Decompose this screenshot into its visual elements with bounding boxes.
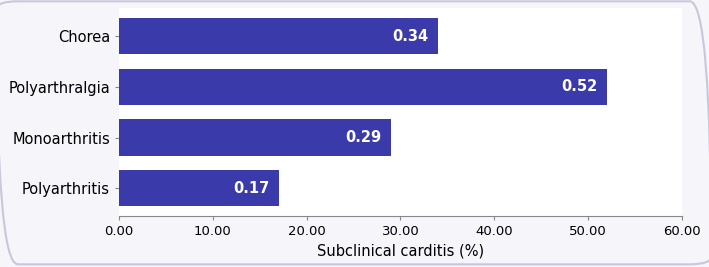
Text: 0.34: 0.34	[393, 29, 429, 44]
X-axis label: Subclinical carditis (%): Subclinical carditis (%)	[317, 244, 484, 259]
Text: 0.52: 0.52	[562, 79, 598, 94]
Bar	[119, 119, 391, 156]
Text: 0.29: 0.29	[345, 130, 381, 145]
Bar	[119, 170, 279, 206]
Bar	[119, 69, 607, 105]
Text: 0.17: 0.17	[233, 181, 269, 196]
Bar	[119, 18, 438, 54]
